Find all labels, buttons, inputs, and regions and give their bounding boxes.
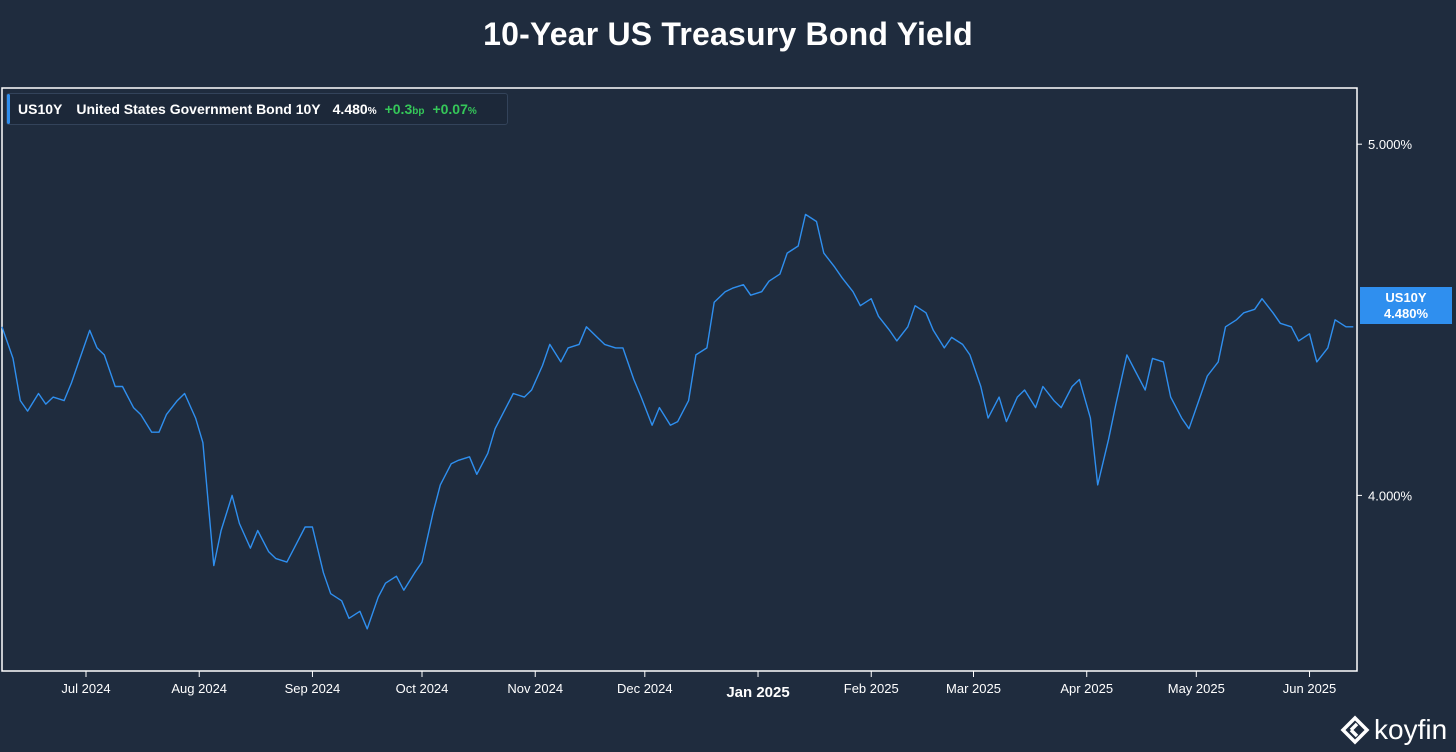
brand-logo: koyfin — [1340, 714, 1447, 746]
x-tick-label: Dec 2024 — [617, 681, 673, 696]
y-tick-label: 5.000% — [1368, 137, 1413, 152]
x-tick-label: Mar 2025 — [946, 681, 1001, 696]
legend-value: 4.480% — [333, 101, 377, 117]
x-tick-label: Jun 2025 — [1283, 681, 1337, 696]
x-tick-label: Apr 2025 — [1060, 681, 1113, 696]
legend-change-pct: +0.07% — [432, 101, 476, 117]
brand-name: koyfin — [1374, 714, 1448, 745]
x-tick-label: Oct 2024 — [396, 681, 449, 696]
series-legend[interactable]: US10Y United States Government Bond 10Y … — [6, 93, 508, 125]
x-tick-label: Aug 2024 — [171, 681, 227, 696]
koyfin-logo-icon — [1340, 715, 1370, 745]
legend-value-unit: % — [367, 106, 377, 117]
x-tick-label: Jan 2025 — [726, 684, 789, 701]
y-axis: 5.000% 4.000% — [1357, 137, 1413, 503]
price-tag-symbol: US10Y — [1385, 290, 1427, 305]
y-tick-label: 4.000% — [1368, 488, 1413, 503]
x-tick-label: Sep 2024 — [285, 681, 341, 696]
chart-title: 10-Year US Treasury Bond Yield — [483, 16, 973, 52]
legend-series-name: United States Government Bond 10Y — [76, 101, 321, 117]
legend-change-bp: +0.3bp — [385, 101, 425, 117]
legend-change-pct-number: +0.07 — [432, 101, 468, 117]
legend-change-bp-unit: bp — [412, 106, 425, 117]
legend-symbol: US10Y — [18, 101, 63, 117]
legend-change-bp-number: +0.3 — [384, 101, 413, 117]
series-line-us10y[interactable] — [1, 213, 1354, 630]
legend-change-pct-unit: % — [467, 106, 477, 117]
x-tick-label: Jul 2024 — [61, 681, 110, 696]
last-price-tag: US10Y 4.480% — [1360, 287, 1452, 324]
x-tick-label: Feb 2025 — [844, 681, 899, 696]
plot-frame — [1, 87, 1358, 672]
x-tick-label: Nov 2024 — [507, 681, 563, 696]
price-tag-value: 4.480% — [1383, 306, 1429, 321]
legend-value-number: 4.480 — [332, 101, 368, 117]
legend-color-marker — [7, 94, 10, 124]
x-axis: Jul 2024 Aug 2024 Sep 2024 Oct 2024 Nov 2024… — [61, 671, 1336, 701]
x-tick-label: May 2025 — [1168, 681, 1225, 696]
